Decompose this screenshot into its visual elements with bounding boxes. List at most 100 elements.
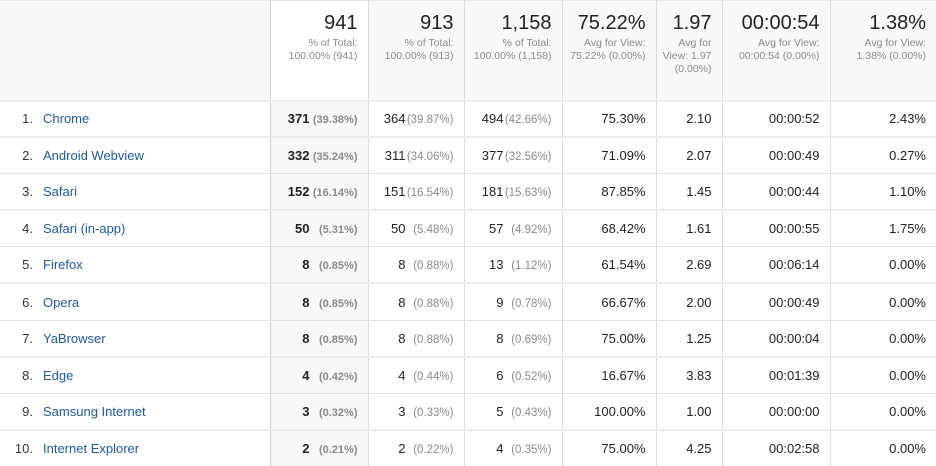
browser-cell: 10. Internet Explorer <box>0 429 271 466</box>
browser-cell: 5. Firefox <box>0 246 271 285</box>
metric-4-cell: 16.67% <box>562 356 657 394</box>
total-subtext: Avg for View: 1.38% (0.00%) <box>856 37 926 62</box>
total-metric-5[interactable]: 1.97 Avg for View: 1.97 (0.00%) <box>656 0 723 102</box>
browser-link[interactable]: Opera <box>43 294 80 310</box>
browser-link[interactable]: Chrome <box>43 111 90 127</box>
metric-value: 8 <box>398 257 406 273</box>
total-value: 1,158 <box>501 12 552 34</box>
total-metric-2[interactable]: 913 % of Total: 100.00% (913) <box>368 0 465 102</box>
metric-value: 6 <box>496 367 504 383</box>
metric-5-cell: 2.10 <box>656 100 723 139</box>
browser-cell: 6. Opera <box>0 283 271 321</box>
metric-percent: (0.33%) <box>413 406 454 419</box>
metric-6-cell: 00:02:58 <box>722 429 831 466</box>
row-index: 4. <box>22 221 33 237</box>
metric-1-cell: 50 (5.31%) <box>270 210 369 248</box>
metric-percent: (0.44%) <box>413 370 454 383</box>
metric-value: 2 <box>398 440 406 456</box>
browser-link[interactable]: Samsung Internet <box>43 403 146 419</box>
metric-value: 50 <box>295 221 310 237</box>
metric-percent: (0.88%) <box>413 260 454 273</box>
metric-value: 13 <box>489 257 504 273</box>
metric-value: 332 <box>287 148 310 164</box>
metric-percent: (0.88%) <box>413 333 454 346</box>
metric-5-cell: 1.61 <box>656 210 723 248</box>
browser-cell: 7. YaBrowser <box>0 320 271 358</box>
browser-link[interactable]: Firefox <box>43 257 83 273</box>
metric-3-cell: 494(42.66%) <box>464 100 563 139</box>
browser-link[interactable]: Internet Explorer <box>43 440 140 456</box>
metric-7-cell: 1.10% <box>830 173 936 212</box>
table-row: 5. Firefox 8 (0.85%) 8 (0.88%) 13 (1.12%) 61… <box>0 246 936 285</box>
metric-percent: (32.56%) <box>504 151 552 164</box>
metric-3-cell: 8 (0.69%) <box>464 320 563 358</box>
browser-link[interactable]: Safari (in-app) <box>43 221 126 237</box>
metric-value: 8 <box>302 294 310 310</box>
metric-7-cell: 0.00% <box>830 246 936 285</box>
total-metric-1[interactable]: 941 % of Total: 100.00% (941) <box>270 0 369 102</box>
metric-6-cell: 00:00:55 <box>722 210 831 248</box>
metric-value: 151 <box>383 184 406 200</box>
metric-1-cell: 371 (39.38%) <box>270 100 369 139</box>
metric-value: 8 <box>302 330 310 346</box>
metric-value: 494 <box>481 111 504 127</box>
metric-percent: (42.66%) <box>504 114 552 127</box>
metric-5-cell: 3.83 <box>656 356 723 394</box>
total-metric-7[interactable]: 1.38% Avg for View: 1.38% (0.00%) <box>830 0 936 102</box>
table-row: 2. Android Webview 332 (35.24%) 311(34.06%… <box>0 137 936 175</box>
metric-7-cell: 1.75% <box>830 210 936 248</box>
metric-percent: (5.48%) <box>413 224 454 237</box>
metric-percent: (0.88%) <box>413 297 454 310</box>
browser-link[interactable]: YaBrowser <box>43 330 106 346</box>
metric-2-cell: 311(34.06%) <box>368 137 465 175</box>
total-metric-6[interactable]: 00:00:54 Avg for View: 00:00:54 (0.00%) <box>722 0 831 102</box>
total-value: 1.97 <box>672 12 712 34</box>
metric-3-cell: 377(32.56%) <box>464 137 563 175</box>
metric-percent: (0.85%) <box>318 333 358 346</box>
table-row: 1. Chrome 371 (39.38%) 364(39.87%) 494(42.… <box>0 100 936 139</box>
metric-3-cell: 181(15.63%) <box>464 173 563 212</box>
metric-percent: (0.35%) <box>511 443 552 456</box>
metric-percent: (39.38%) <box>312 114 358 127</box>
metric-percent: (0.52%) <box>511 370 552 383</box>
browser-link[interactable]: Android Webview <box>43 148 144 164</box>
metric-percent: (0.43%) <box>511 406 552 419</box>
metric-1-cell: 4 (0.42%) <box>270 356 369 394</box>
metric-percent: (4.92%) <box>511 224 552 237</box>
browser-link[interactable]: Edge <box>43 367 74 383</box>
metric-7-cell: 0.00% <box>830 393 936 431</box>
row-index: 1. <box>22 111 33 127</box>
metric-7-cell: 2.43% <box>830 100 936 139</box>
metric-percent: (0.85%) <box>318 297 358 310</box>
metric-value: 8 <box>398 294 406 310</box>
metric-1-cell: 8 (0.85%) <box>270 320 369 358</box>
row-index: 5. <box>22 257 33 273</box>
metric-7-cell: 0.00% <box>830 283 936 321</box>
metric-4-cell: 87.85% <box>562 173 657 212</box>
browser-cell: 9. Samsung Internet <box>0 393 271 431</box>
metric-value: 181 <box>481 184 504 200</box>
table-row: 4. Safari (in-app) 50 (5.31%) 50 (5.48%) 57… <box>0 210 936 248</box>
total-value: 913 <box>420 12 454 34</box>
browser-cell: 1. Chrome <box>0 100 271 139</box>
metric-value: 3 <box>302 403 310 419</box>
metric-3-cell: 5 (0.43%) <box>464 393 563 431</box>
metric-1-cell: 332 (35.24%) <box>270 137 369 175</box>
metric-value: 4 <box>398 367 406 383</box>
metric-7-cell: 0.00% <box>830 429 936 466</box>
total-metric-3[interactable]: 1,158 % of Total: 100.00% (1,158) <box>464 0 563 102</box>
total-subtext: Avg for View: 00:00:54 (0.00%) <box>738 37 820 62</box>
row-index: 6. <box>22 294 33 310</box>
metric-7-cell: 0.27% <box>830 137 936 175</box>
row-index: 7. <box>22 330 33 346</box>
total-metric-4[interactable]: 75.22% Avg for View: 75.22% (0.00%) <box>562 0 657 102</box>
metric-3-cell: 6 (0.52%) <box>464 356 563 394</box>
metric-value: 311 <box>384 148 406 164</box>
row-index: 8. <box>22 367 33 383</box>
browser-link[interactable]: Safari <box>43 184 77 200</box>
metric-value: 2 <box>302 440 310 456</box>
metric-4-cell: 75.00% <box>562 320 657 358</box>
total-value: 1.38% <box>869 12 926 34</box>
total-subtext: Avg for View: 1.97 (0.00%) <box>662 37 712 75</box>
metric-percent: (0.21%) <box>318 443 358 456</box>
